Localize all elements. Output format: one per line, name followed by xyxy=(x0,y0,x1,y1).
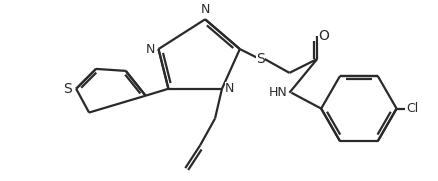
Text: Cl: Cl xyxy=(406,102,419,115)
Text: S: S xyxy=(256,52,265,66)
Text: HN: HN xyxy=(268,86,287,99)
Text: N: N xyxy=(201,3,210,16)
Text: N: N xyxy=(146,43,155,56)
Text: S: S xyxy=(64,82,72,96)
Text: N: N xyxy=(225,82,234,95)
Text: O: O xyxy=(318,29,329,43)
